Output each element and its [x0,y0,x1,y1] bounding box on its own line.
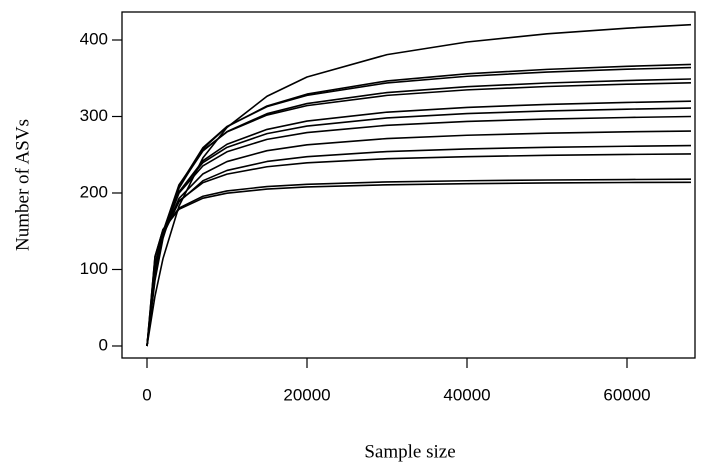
x-tick-label: 40000 [443,385,490,404]
rarefaction-curve [146,23,692,347]
x-tick-label: 0 [142,385,151,404]
rarefaction-curve [146,78,692,347]
x-tick-label: 20000 [283,385,330,404]
y-tick-label: 300 [80,106,108,125]
rarefaction-curve [146,178,692,347]
rarefaction-curve [146,181,692,347]
y-tick-label: 400 [80,29,108,48]
plot-frame [121,11,696,359]
rarefaction-curve [146,144,692,347]
rarefaction-curve [146,82,692,347]
x-tick-label: 60000 [603,385,650,404]
x-axis-title: Sample size [364,441,455,462]
y-axis-title: Number of ASVs [12,119,33,251]
y-tick-label: 100 [80,259,108,278]
y-tick-label: 0 [99,335,108,354]
rarefaction-curve [146,63,692,347]
y-tick-label: 200 [80,182,108,201]
rarefaction-curve [146,130,692,347]
